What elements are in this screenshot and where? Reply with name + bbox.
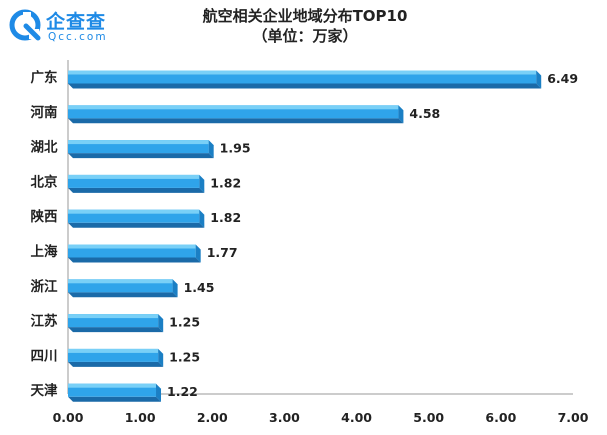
category-label: 江苏 [31, 313, 58, 330]
bar-top-highlight [68, 348, 159, 353]
value-label: 4.58 [409, 106, 440, 121]
bar [68, 105, 404, 124]
bar-side-face [158, 314, 164, 333]
bar-bottom-face [68, 327, 164, 333]
bar-top-highlight [68, 105, 399, 110]
category-label: 四川 [31, 348, 58, 364]
bar [68, 244, 201, 263]
chart-title-block: 航空相关企业地域分布TOP10 （单位：万家） [150, 6, 460, 46]
brand-name: 企查查 [46, 11, 107, 33]
x-tick-label: 0.00 [53, 410, 84, 425]
value-label: 1.77 [207, 245, 238, 260]
bar-side-face [172, 279, 178, 298]
value-label: 1.82 [210, 210, 241, 225]
bar-bottom-face [68, 292, 178, 298]
value-label: 1.25 [169, 315, 200, 330]
brand-domain: Qcc.com [48, 31, 108, 43]
bar [68, 209, 205, 228]
bar-top-highlight [68, 209, 200, 214]
value-label: 1.45 [184, 280, 215, 295]
bar-bottom-face [68, 83, 542, 89]
x-tick-label: 7.00 [558, 410, 589, 425]
bar-top-highlight [68, 314, 159, 319]
category-label: 浙江 [31, 278, 58, 295]
bar-side-face [156, 383, 162, 402]
bar-bottom-face [68, 222, 205, 228]
bar [68, 383, 162, 402]
category-label: 陕西 [31, 208, 58, 225]
category-label: 北京 [31, 173, 58, 190]
category-label: 广东 [31, 69, 58, 86]
bar-top-highlight [68, 383, 157, 388]
bar-bottom-face [68, 257, 201, 263]
bar [68, 314, 164, 333]
bar-top-highlight [68, 279, 173, 284]
bar-side-face [199, 174, 205, 193]
x-tick-label: 3.00 [269, 410, 300, 425]
bar-bottom-face [68, 118, 404, 124]
x-tick-label: 2.00 [197, 410, 228, 425]
chart-title: 航空相关企业地域分布TOP10 [202, 7, 408, 25]
value-label: 1.82 [210, 175, 241, 190]
chart-subtitle: （单位：万家） [252, 27, 358, 45]
bar-side-face [208, 140, 214, 159]
bar-bottom-face [68, 361, 164, 367]
bar-top-highlight [68, 174, 200, 179]
bar-bottom-face [68, 187, 205, 193]
category-label: 天津 [31, 382, 58, 399]
x-tick-label: 6.00 [485, 410, 516, 425]
bar-side-face [398, 105, 404, 124]
bar [68, 140, 214, 159]
bar-side-face [536, 70, 542, 89]
bar-top-highlight [68, 140, 209, 145]
category-label: 上海 [31, 243, 58, 260]
bar-side-face [158, 348, 164, 367]
bar [68, 348, 164, 367]
bar [68, 174, 205, 193]
brand-logo: 企查查 Qcc.com [8, 6, 138, 46]
bar [68, 279, 178, 298]
category-label: 湖北 [31, 140, 58, 156]
value-label: 6.49 [547, 71, 578, 86]
value-label: 1.95 [220, 141, 251, 156]
bar [68, 70, 542, 89]
bar-top-highlight [68, 244, 196, 249]
value-label: 1.22 [167, 384, 198, 399]
value-label: 1.25 [169, 349, 200, 364]
bar-top-highlight [68, 70, 537, 75]
category-label: 河南 [31, 104, 58, 121]
bar-bottom-face [68, 153, 214, 159]
x-tick-label: 1.00 [125, 410, 156, 425]
bar-side-face [199, 209, 205, 228]
x-tick-label: 5.00 [413, 410, 444, 425]
x-tick-label: 4.00 [341, 410, 372, 425]
bar-side-face [195, 244, 201, 263]
qcc-logo-icon [9, 9, 41, 41]
bar-bottom-face [68, 396, 162, 402]
